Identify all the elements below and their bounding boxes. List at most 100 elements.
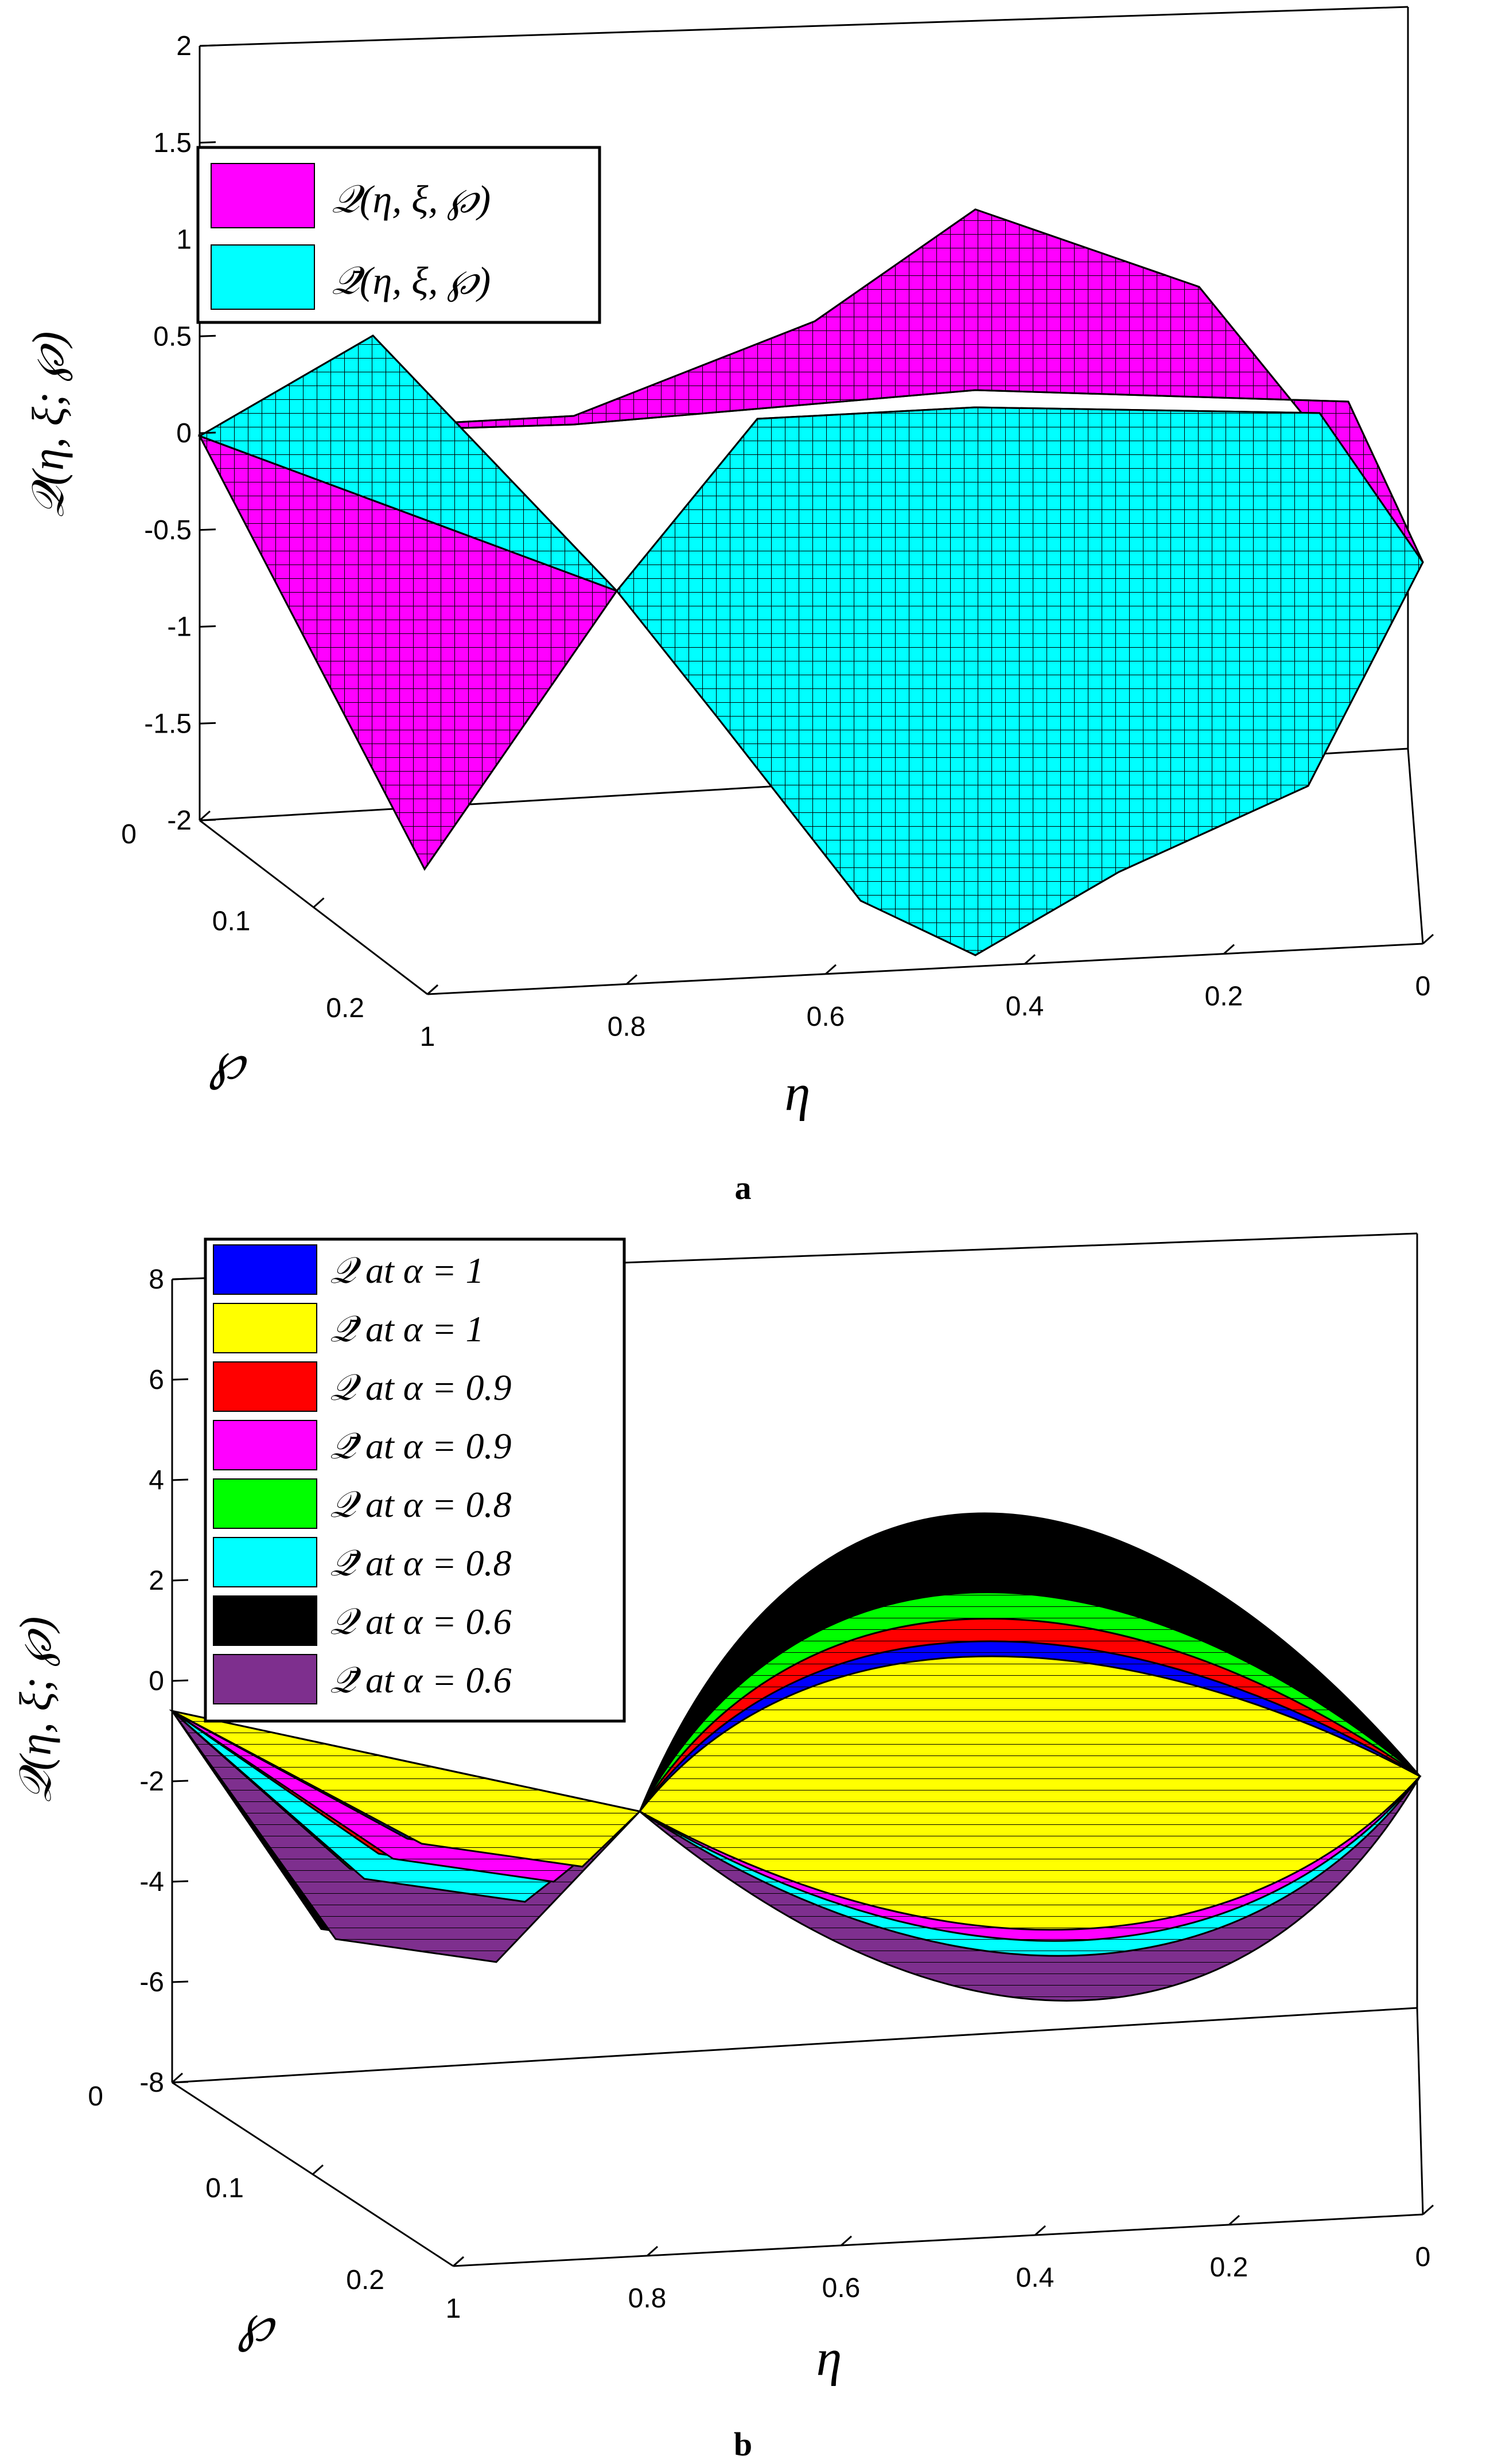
x-axis-b-tick-label: 0.8 xyxy=(628,2283,667,2314)
z-axis-label-b: 𝒬(η, ξ; ℘) xyxy=(10,1617,60,1803)
x-axis-b-tick-label: 0 xyxy=(1415,2242,1431,2272)
x-axis-b-tick-mark xyxy=(841,2235,852,2247)
z-axis-a-tick-label: -0.5 xyxy=(144,515,192,546)
legend-b-label-7: 𝒬̄ at α = 0.6 xyxy=(330,1660,512,1700)
x-axis-a-tick-mark xyxy=(1024,954,1036,965)
legend-b-swatch-3 xyxy=(213,1420,317,1470)
y-axis-label-a: ℘ xyxy=(209,1033,248,1090)
z-axis-b-tick-label: -2 xyxy=(139,1766,164,1797)
z-axis-a-tick-label: 0.5 xyxy=(153,321,192,352)
y-axis-a-tick-mark xyxy=(199,810,211,822)
legend-b-label-2: 𝒬 at α = 0.9 xyxy=(330,1367,512,1408)
surface-qbar-fold-a-mesh xyxy=(197,334,618,592)
z-axis-label-a: 𝒬(η, ξ; ℘) xyxy=(23,332,73,517)
x-axis-b-tick-label: 1 xyxy=(446,2294,461,2324)
x-axis-a-tick-label: 0 xyxy=(1415,971,1431,1002)
y-axis-b-tick-mark xyxy=(453,2256,464,2267)
legend-b-label-5: 𝒬̄ at α = 0.8 xyxy=(330,1543,512,1583)
z-axis-a-tick-label: 0 xyxy=(176,418,192,449)
x-axis-b-tick-mark xyxy=(1034,2225,1046,2236)
surfaces-b xyxy=(169,1512,1422,2002)
z-axis-b-tick-mark xyxy=(172,1579,189,1582)
z-axis-b-tick-label: 6 xyxy=(149,1365,164,1395)
legend-b-label-1: 𝒬̄ at α = 1 xyxy=(330,1309,484,1349)
x-axis-a-tick-mark xyxy=(1223,944,1235,955)
legend-b-swatch-1 xyxy=(213,1303,317,1353)
y-axis-b-tick-label: 0 xyxy=(88,2081,103,2112)
legend-b-swatch-6 xyxy=(213,1595,317,1646)
z-axis-a-tick-label: 2 xyxy=(176,31,192,61)
z-axis-a-tick-mark xyxy=(199,625,216,628)
y-axis-a-tick-label: 0.2 xyxy=(326,993,364,1023)
x-axis-a-tick-label: 1 xyxy=(420,1022,435,1052)
legend-b-entries: 𝒬 at α = 1 𝒬̄ at α = 1 𝒬 at α = 0.9 𝒬̄ at α… xyxy=(213,1244,512,1704)
x-axis-b-tick-mark xyxy=(1422,2204,1434,2216)
panel-a: 2 1.5 1 0.5 0 -0.5 -1 -1.5 -2 1 0.8 0.6 0.4 0.2 0 0 0.… xyxy=(23,6,1434,1206)
z-axis-a-tick-label: -2 xyxy=(167,805,192,836)
y-axis-a-tick-label: 0.1 xyxy=(212,906,251,937)
z-ticks-a: 2 1.5 1 0.5 0 -0.5 -1 -1.5 -2 xyxy=(144,31,216,836)
z-axis-a-tick-label: 1 xyxy=(176,225,192,255)
x-axis-b-tick-label: 0.4 xyxy=(1016,2263,1055,2293)
z-axis-b-tick-mark xyxy=(172,1378,189,1381)
legend-b-swatch-2 xyxy=(213,1361,317,1412)
y-axis-a-tick-mark xyxy=(313,897,325,908)
legend-b-label-0: 𝒬 at α = 1 xyxy=(330,1250,484,1291)
x-ticks-a: 1 0.8 0.6 0.4 0.2 0 xyxy=(420,933,1434,1052)
legend-a: 𝒬(η, ξ, ℘) 𝒬̄(η, ξ, ℘) xyxy=(196,146,601,324)
x-axis-b-tick-mark xyxy=(1228,2214,1240,2226)
z-axis-a-tick-label: 1.5 xyxy=(153,128,192,158)
z-axis-b-tick-label: 2 xyxy=(149,1566,164,1596)
legend-b-label-4: 𝒬 at α = 0.8 xyxy=(330,1484,512,1525)
y-axis-label-b: ℘ xyxy=(238,2295,277,2352)
surface-b-left-mesh-7 xyxy=(172,1711,640,1867)
x-axis-a-tick-label: 0.8 xyxy=(608,1011,646,1042)
legend-b-swatch-5 xyxy=(213,1537,317,1587)
y-axis-b-tick-label: 0.1 xyxy=(205,2173,244,2204)
x-axis-b-tick-label: 0.2 xyxy=(1210,2252,1248,2283)
z-axis-b-tick-label: 8 xyxy=(149,1264,164,1295)
x-axis-label-b: η xyxy=(816,2330,842,2387)
legend-b: 𝒬 at α = 1 𝒬̄ at α = 1 𝒬 at α = 0.9 𝒬̄ at α… xyxy=(204,1237,626,1723)
z-axis-b-tick-label: 0 xyxy=(149,1666,164,1696)
x-axis-b-tick-mark xyxy=(647,2245,658,2257)
y-axis-b-tick-mark xyxy=(312,2164,324,2175)
caption-a: a xyxy=(735,1169,752,1206)
x-axis-a-tick-mark xyxy=(626,974,637,985)
legend-b-swatch-7 xyxy=(213,1654,317,1704)
x-axis-label-a: η xyxy=(785,1065,811,1122)
y-ticks-a: 0 0.1 0.2 xyxy=(121,810,438,1023)
x-axis-a-tick-label: 0.4 xyxy=(1006,991,1044,1022)
legend-a-swatch-1 xyxy=(211,244,315,310)
x-ticks-b: 1 0.8 0.6 0.4 0.2 0 xyxy=(446,2204,1434,2324)
z-axis-b-tick-label: -6 xyxy=(139,1967,164,1998)
legend-b-swatch-0 xyxy=(213,1244,317,1295)
y-axis-a-tick-mark xyxy=(427,984,438,995)
surface-qbar-body-a-mesh xyxy=(616,406,1424,956)
legend-b-swatch-4 xyxy=(213,1478,317,1529)
y-axis-a-tick-label: 0 xyxy=(121,819,137,850)
z-axis-a-tick-label: -1 xyxy=(167,612,192,643)
y-axis-b-tick-label: 0.2 xyxy=(346,2265,384,2295)
z-axis-b-tick-label: -8 xyxy=(139,2068,164,2098)
x-axis-a-tick-mark xyxy=(825,964,837,975)
x-axis-b-tick-label: 0.6 xyxy=(822,2273,861,2303)
z-axis-a-tick-mark xyxy=(199,141,216,144)
x-axis-a-tick-label: 0.6 xyxy=(807,1002,845,1032)
surfaces-a xyxy=(197,208,1424,956)
z-axis-a-tick-mark xyxy=(199,44,216,47)
panel-b: 8 6 4 2 0 -2 -4 -6 -8 1 0.8 0.6 0.4 0.2 0 0 0.1 0.2 𝒬(η… xyxy=(10,1232,1434,2463)
y-axis-b-tick-mark xyxy=(172,2072,183,2084)
x-axis-a-tick-label: 0.2 xyxy=(1205,982,1243,1012)
legend-b-label-3: 𝒬̄ at α = 0.9 xyxy=(330,1426,512,1466)
surface-b-right-mesh-7 xyxy=(640,1656,1420,1930)
z-axis-b-tick-mark xyxy=(172,1880,189,1883)
legend-a-label-0: 𝒬(η, ξ, ℘) xyxy=(332,177,491,221)
legend-a-label-1: 𝒬̄(η, ξ, ℘) xyxy=(332,259,491,302)
z-axis-b-tick-mark xyxy=(172,1679,189,1682)
caption-b: b xyxy=(734,2426,752,2463)
legend-b-label-6: 𝒬 at α = 0.6 xyxy=(330,1601,512,1642)
x-axis-a-tick-mark xyxy=(1422,933,1434,945)
legend-a-swatch-0 xyxy=(211,163,315,228)
